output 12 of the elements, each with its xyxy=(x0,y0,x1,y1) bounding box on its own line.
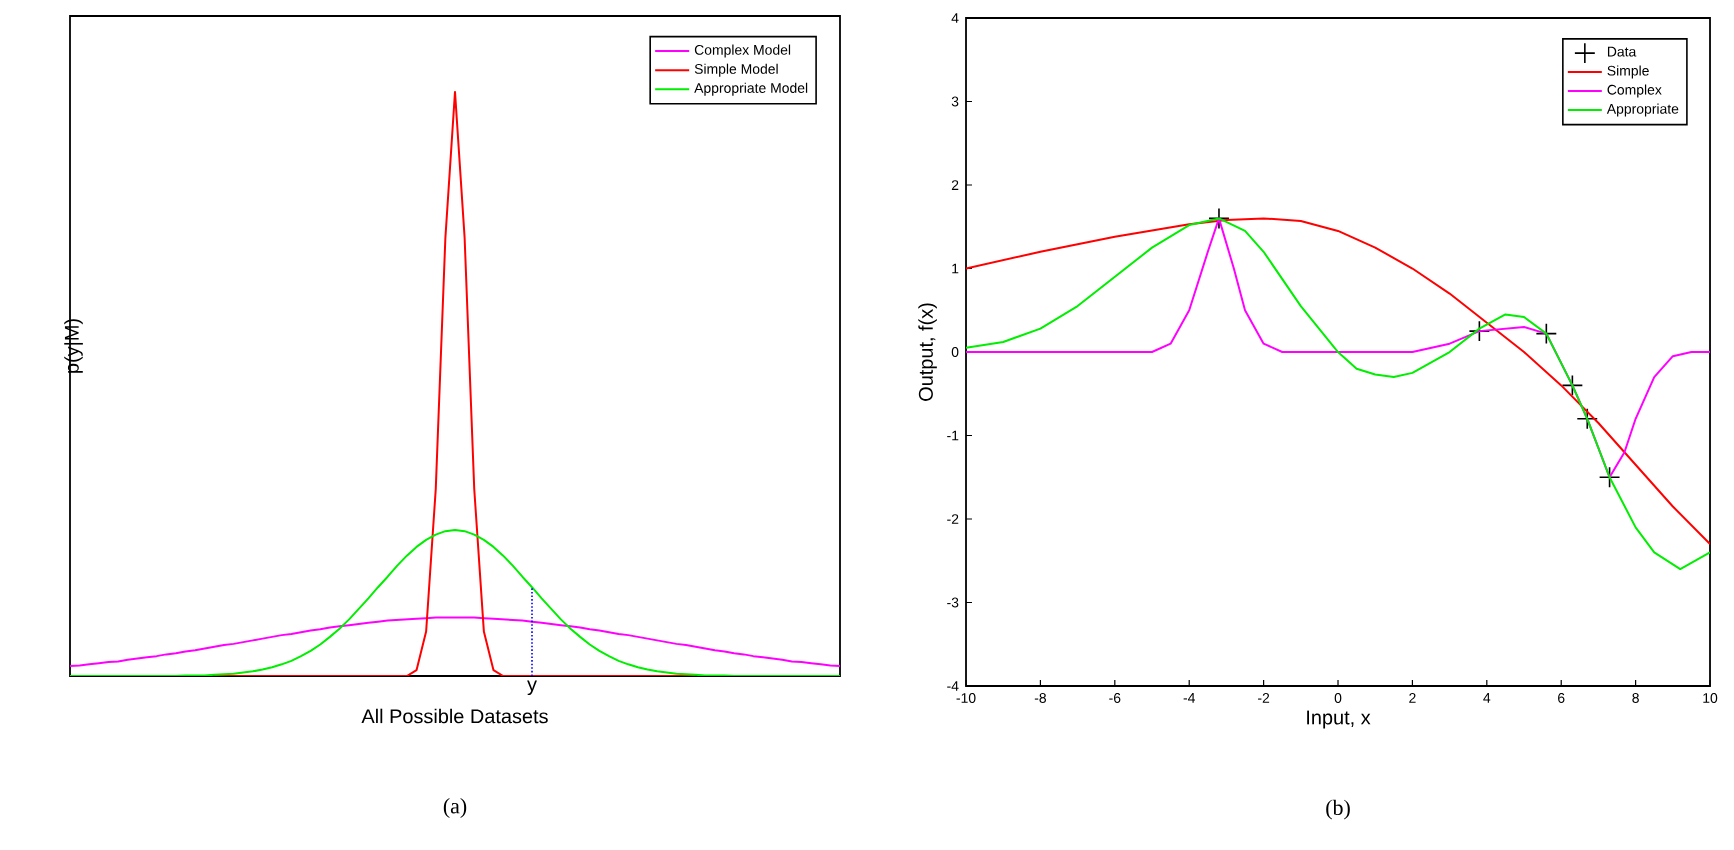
point xyxy=(1208,207,1230,230)
point xyxy=(1561,374,1584,397)
point xyxy=(1535,322,1558,345)
point xyxy=(1576,408,1599,430)
x-axis-title: Input, x xyxy=(1307,710,1371,729)
y-axis-title: p(y|M) xyxy=(64,319,83,373)
y-axis-title: Output, f(x) xyxy=(918,303,937,401)
point xyxy=(1598,466,1621,489)
x-axis-title: All Possible Datasets xyxy=(361,708,548,724)
text: y xyxy=(527,680,537,696)
text: (a) xyxy=(443,798,467,818)
text: (b) xyxy=(1326,799,1350,820)
